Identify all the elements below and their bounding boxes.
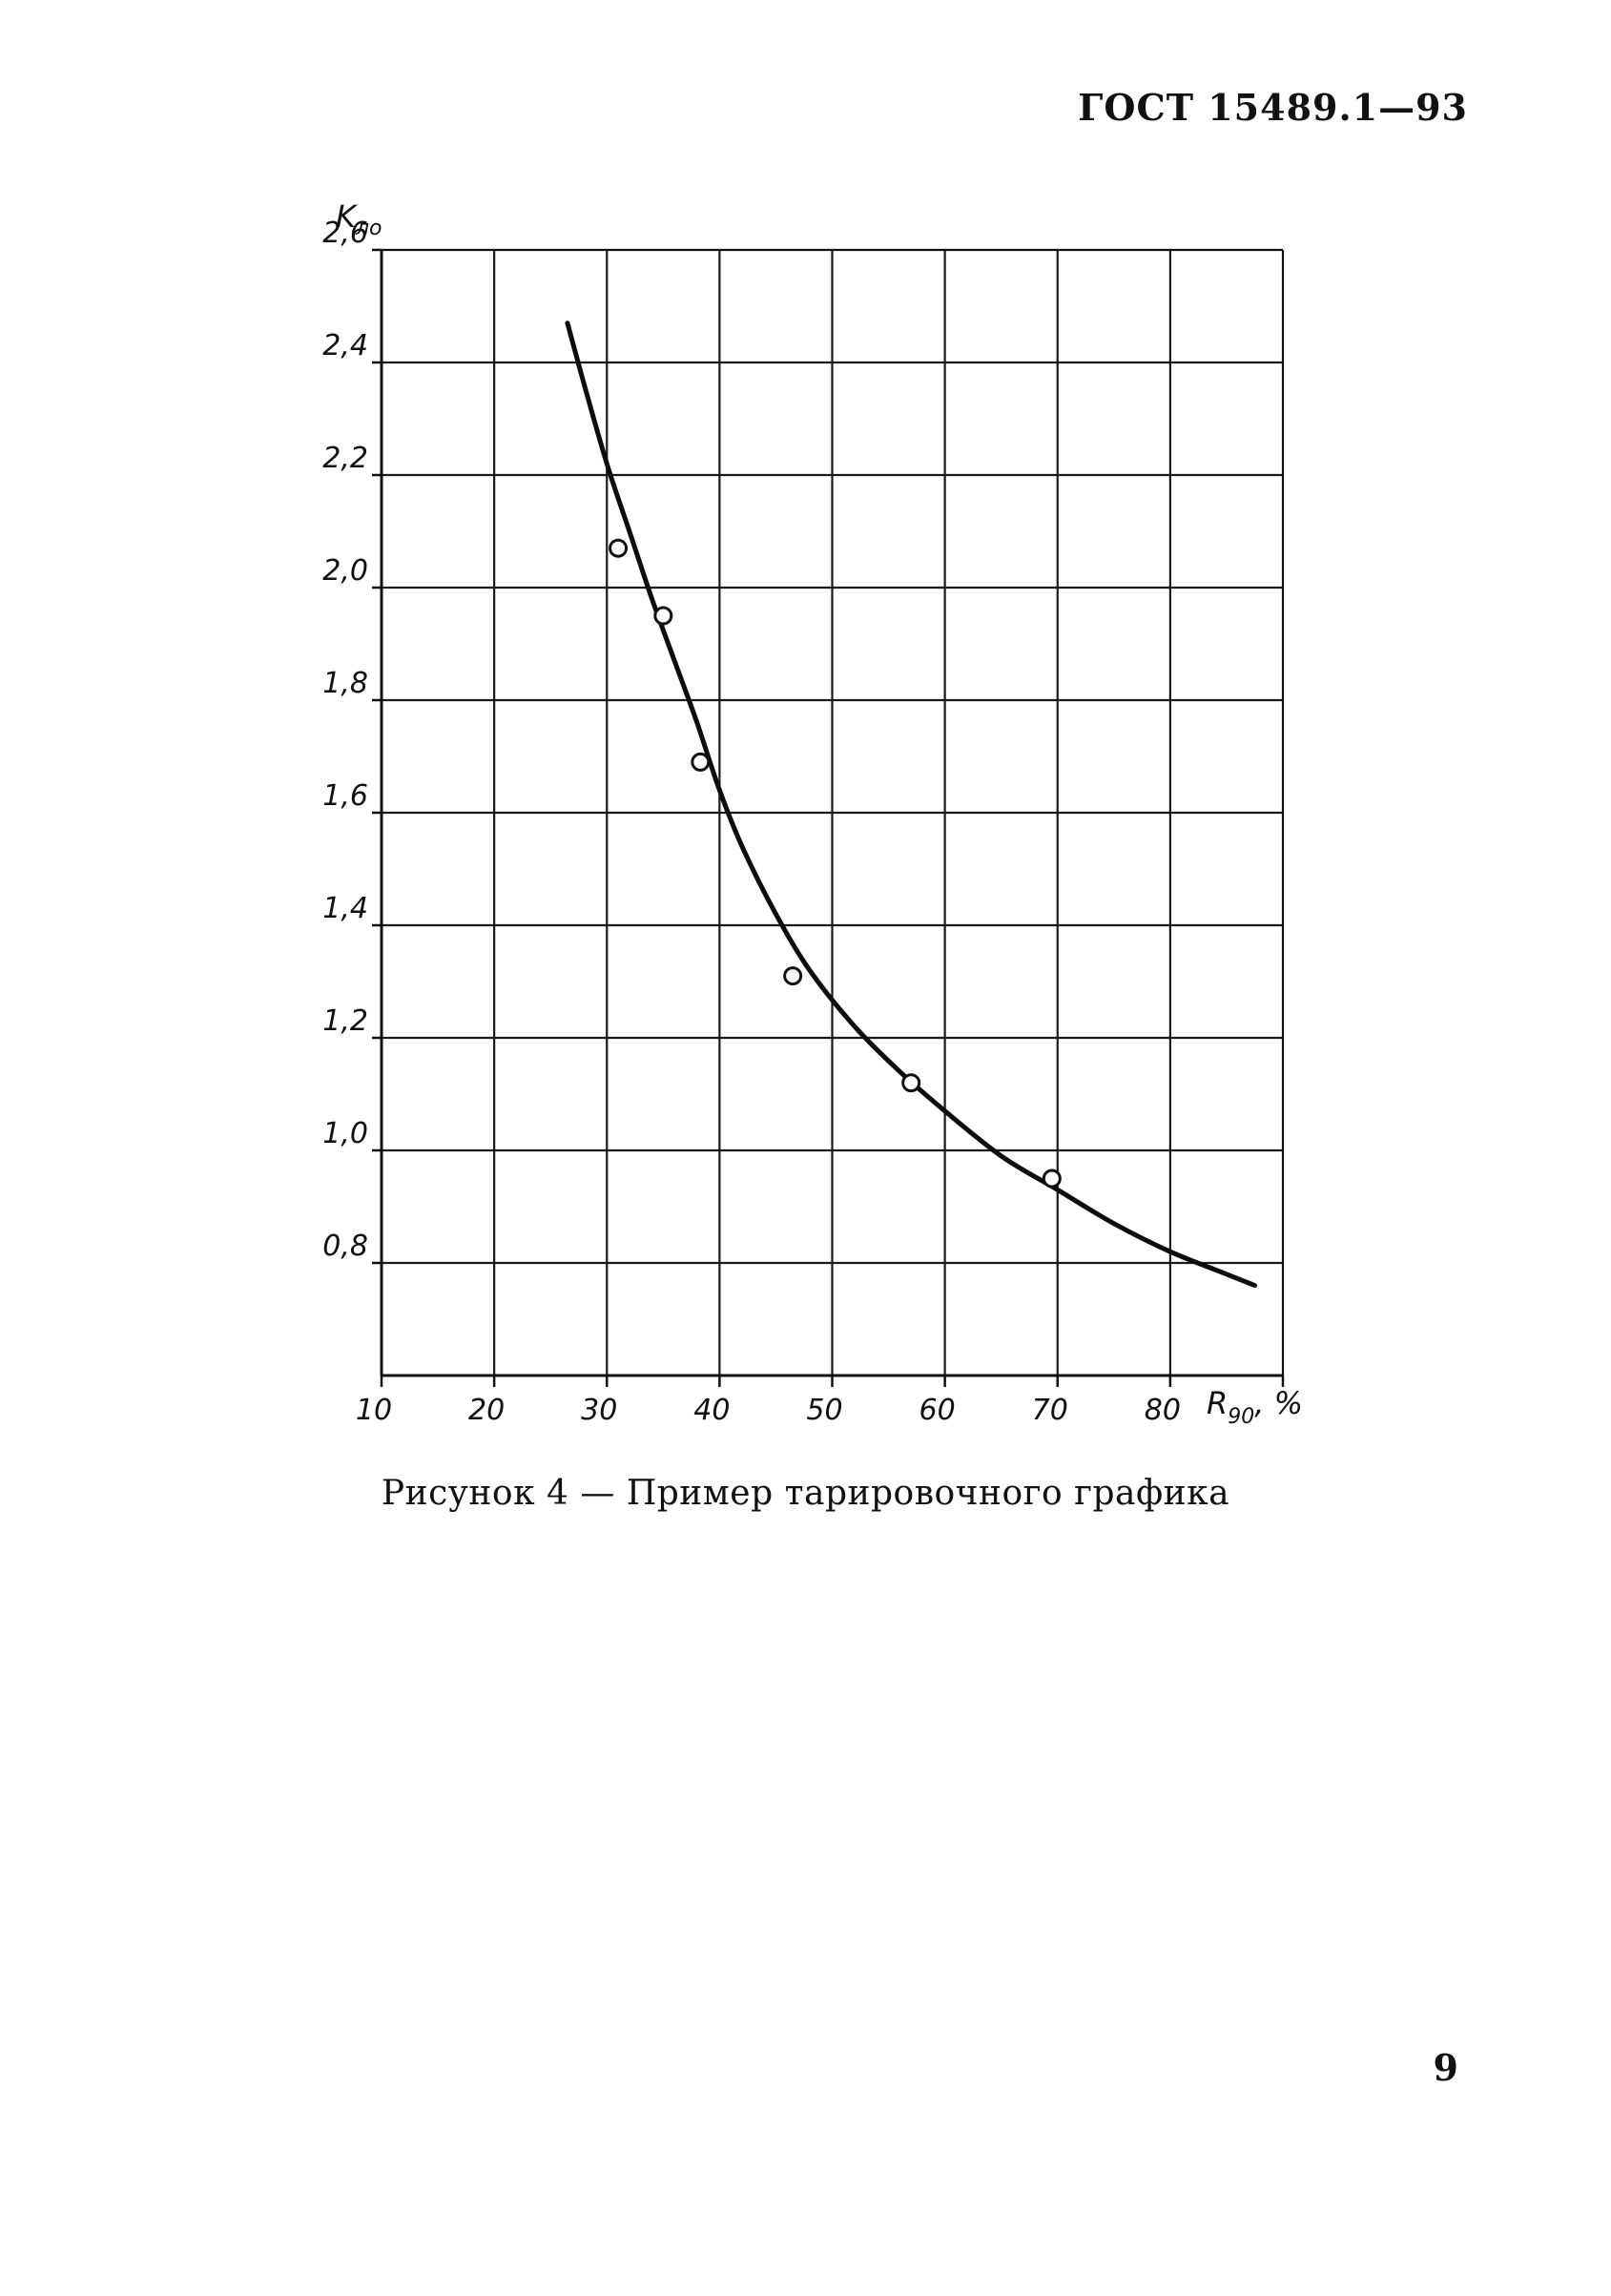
y-tick-label: 0,8: [322, 1230, 368, 1263]
data-point: [653, 606, 673, 626]
y-tick-label: 1,6: [322, 779, 368, 813]
grid-layer: [382, 250, 1283, 1376]
y-tick-label: 2,0: [322, 554, 368, 588]
data-points-layer: [609, 538, 1062, 1189]
tick-labels: 10 20 30 40 50 60 70 80 0,8 1,0 1,2 1,4 1,6 1,8 2,0 2,2…: [322, 217, 1285, 1427]
y-tick-label: 1,2: [322, 1004, 368, 1038]
y-tick-label: 1,4: [322, 892, 368, 925]
y-tick-label: 1,8: [322, 667, 368, 700]
y-axis-label-sub: ло: [355, 217, 382, 240]
figure-caption: Рисунок 4 — Пример тарировочного графика: [381, 1474, 1230, 1513]
document-code: ГОСТ 15489.1—93: [1078, 86, 1468, 129]
x-tick-label: 10: [356, 1394, 392, 1427]
y-axis-label: Kло: [336, 198, 382, 240]
calibration-chart: 10 20 30 40 50 60 70 80 0,8 1,0 1,2 1,4 1,6 1,8 2,0 2,2…: [322, 198, 1303, 1429]
calibration-curve-layer: [565, 321, 1257, 1289]
x-axis-label-sub: 90: [1228, 1405, 1254, 1429]
y-tick-label: 2,4: [322, 329, 368, 362]
data-point: [783, 966, 803, 986]
data-point: [691, 752, 711, 772]
x-tick-label: 80: [1145, 1394, 1181, 1427]
y-axis-label-main: K: [336, 198, 359, 235]
y-tick-label: 2,2: [322, 442, 368, 475]
axis-labels: Kло R90, %: [336, 198, 1303, 1429]
y-tick-label: 1,0: [322, 1117, 368, 1150]
x-tick-label: 20: [468, 1394, 505, 1427]
x-tick-label: 50: [806, 1394, 842, 1427]
x-tick-label: 40: [693, 1394, 730, 1427]
x-tick-label: 60: [919, 1394, 956, 1427]
y-tick-label: 2,6: [322, 217, 368, 250]
x-axis-label-main: R: [1207, 1385, 1228, 1421]
x-axis-label: R90, %: [1207, 1385, 1303, 1429]
data-point: [1042, 1169, 1062, 1189]
page-number: 9: [1433, 2046, 1458, 2089]
x-axis-label-unit: , %: [1254, 1385, 1303, 1421]
data-point: [609, 538, 629, 558]
x-tick-label: 30: [581, 1394, 617, 1427]
chart-svg: 10 20 30 40 50 60 70 80 0,8 1,0 1,2 1,4 1,6 1,8 2,0 2,2…: [322, 198, 1303, 1429]
x-tick-label: 70: [1032, 1394, 1068, 1427]
data-point: [901, 1073, 921, 1093]
calibration-curve: [565, 321, 1257, 1289]
